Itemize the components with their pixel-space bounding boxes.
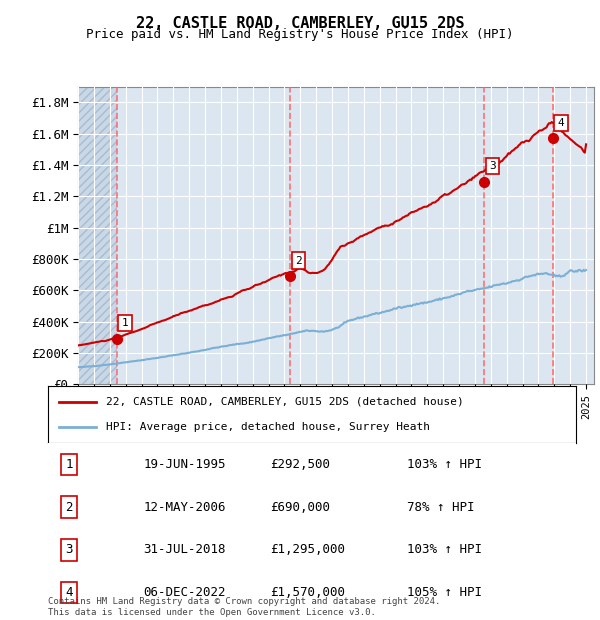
Bar	[117, 87, 594, 384]
Text: 1: 1	[122, 318, 128, 328]
Text: 3: 3	[489, 161, 496, 171]
Text: 105% ↑ HPI: 105% ↑ HPI	[407, 586, 482, 599]
Text: 1: 1	[65, 458, 73, 471]
Text: 22, CASTLE ROAD, CAMBERLEY, GU15 2DS (detached house): 22, CASTLE ROAD, CAMBERLEY, GU15 2DS (de…	[106, 397, 464, 407]
Text: £1,295,000: £1,295,000	[270, 543, 345, 556]
Text: 31-JUL-2018: 31-JUL-2018	[143, 543, 226, 556]
Text: 19-JUN-1995: 19-JUN-1995	[143, 458, 226, 471]
Text: 103% ↑ HPI: 103% ↑ HPI	[407, 543, 482, 556]
Text: £292,500: £292,500	[270, 458, 330, 471]
Text: 12-MAY-2006: 12-MAY-2006	[143, 501, 226, 514]
Text: £690,000: £690,000	[270, 501, 330, 514]
Text: 2: 2	[65, 501, 73, 514]
Text: Price paid vs. HM Land Registry's House Price Index (HPI): Price paid vs. HM Land Registry's House …	[86, 28, 514, 41]
Text: 4: 4	[65, 586, 73, 599]
Bar	[78, 87, 117, 384]
Text: 78% ↑ HPI: 78% ↑ HPI	[407, 501, 475, 514]
Text: 4: 4	[558, 118, 565, 128]
Text: Contains HM Land Registry data © Crown copyright and database right 2024.
This d: Contains HM Land Registry data © Crown c…	[48, 598, 440, 617]
Text: 06-DEC-2022: 06-DEC-2022	[143, 586, 226, 599]
Text: 103% ↑ HPI: 103% ↑ HPI	[407, 458, 482, 471]
Text: HPI: Average price, detached house, Surrey Heath: HPI: Average price, detached house, Surr…	[106, 422, 430, 432]
Text: £1,570,000: £1,570,000	[270, 586, 345, 599]
Text: 22, CASTLE ROAD, CAMBERLEY, GU15 2DS: 22, CASTLE ROAD, CAMBERLEY, GU15 2DS	[136, 16, 464, 30]
Text: 2: 2	[295, 256, 302, 266]
Text: 3: 3	[65, 543, 73, 556]
